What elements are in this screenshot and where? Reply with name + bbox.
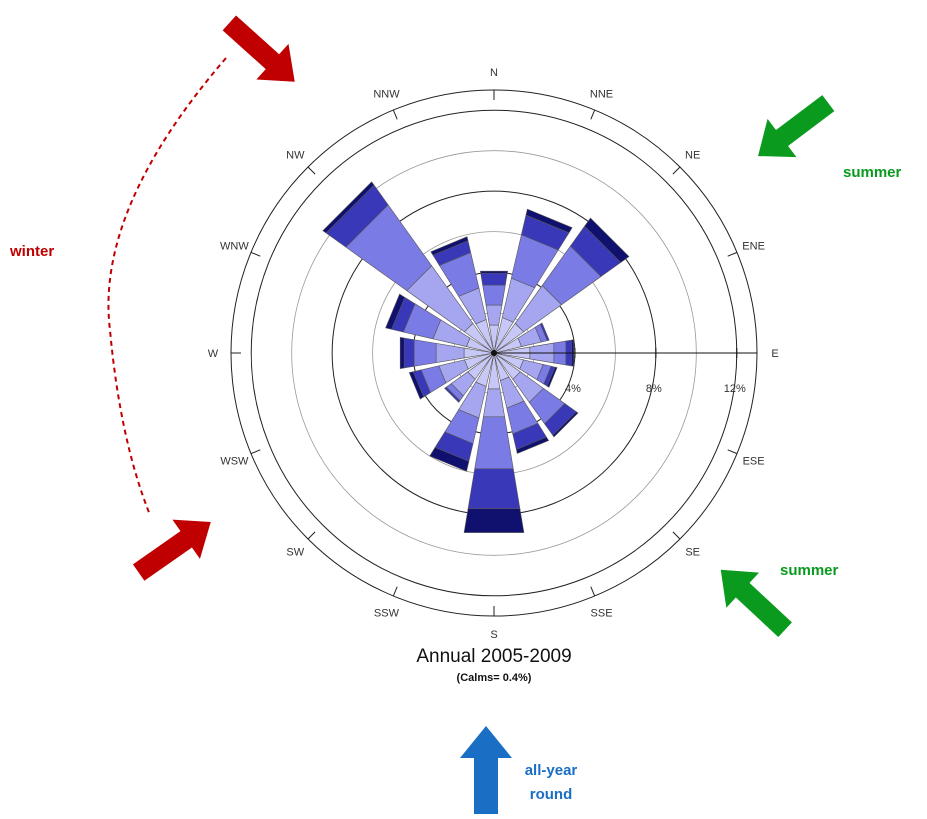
winter-sweep-curve: [107, 57, 227, 516]
tick-ssw: [392, 586, 398, 597]
direction-label-n: N: [490, 67, 498, 79]
direction-label-ssw: SSW: [374, 608, 400, 620]
petal-n-band-4: [480, 272, 508, 286]
allyear-label-line1: all-year: [525, 762, 578, 779]
petal-nnw-band-5: [430, 236, 469, 256]
tick-sse: [590, 586, 596, 597]
petal-ene-band-4: [539, 322, 550, 342]
east-axis: [491, 348, 757, 358]
petal-n-band-2: [485, 304, 503, 326]
direction-label-sw: SW: [286, 547, 304, 559]
direction-label-e: E: [771, 348, 778, 360]
direction-label-nw: NW: [286, 149, 305, 161]
direction-label-nnw: NNW: [373, 88, 400, 100]
tick-sw: [307, 531, 316, 540]
direction-label-wsw: WSW: [220, 456, 249, 468]
tick-ene: [727, 251, 738, 257]
direction-labels: N NNE NE ENE E ESE SE SSE S SSW SW WSW W WNW NW NNW: [208, 67, 779, 641]
direction-label-se: SE: [685, 547, 700, 559]
tick-ne: [672, 166, 681, 175]
direction-label-ne: NE: [685, 149, 700, 161]
petal-nw-band-5: [322, 181, 375, 234]
allyear-arrow: [460, 726, 512, 814]
petal-se-band-5: [552, 411, 579, 438]
tick-nw: [307, 166, 316, 175]
tick-nne: [590, 109, 596, 120]
calms-subtitle: (Calms= 0.4%): [457, 672, 532, 684]
petal-ese-band-5: [546, 366, 558, 388]
petal-ne-band-5: [584, 217, 630, 263]
summer-arrow-ne: [758, 95, 835, 158]
summer-arrow-se: [720, 569, 792, 638]
petal-w-band-2: [435, 343, 465, 363]
petal-sse-band-5: [516, 436, 550, 454]
summer-label-se: summer: [780, 562, 839, 579]
tick-se: [672, 531, 681, 540]
petal-w-band-3: [413, 339, 437, 367]
petal-sw-band-4: [444, 386, 461, 403]
chart-title: Annual 2005-2009: [416, 646, 571, 667]
petal-s-band-3: [474, 416, 514, 470]
direction-label-s: S: [490, 629, 497, 641]
direction-label-sse: SSE: [591, 608, 613, 620]
ring-label-0: 4%: [565, 383, 581, 395]
rose-center: [491, 350, 497, 356]
tick-wsw: [250, 449, 261, 455]
petal-ssw-band-5: [429, 447, 470, 472]
petal-wnw-band-5: [385, 293, 406, 330]
petal-n-band-3: [482, 284, 506, 306]
ring-labels: 4% 8% 12%: [565, 383, 746, 395]
tick-ese: [727, 449, 738, 455]
direction-label-wnw: WNW: [220, 240, 249, 252]
direction-label-ese: ESE: [743, 456, 765, 468]
summer-label-ne: summer: [843, 164, 902, 181]
direction-label-w: W: [208, 348, 219, 360]
petal-s-band-4: [467, 468, 521, 509]
tick-wnw: [250, 251, 261, 257]
petal-wsw-band-5: [408, 371, 424, 400]
petal-w-band-4: [403, 337, 415, 369]
tick-nnw: [392, 109, 398, 120]
petal-s-band-5: [463, 508, 525, 533]
winter-arrow-top: [222, 15, 295, 82]
direction-label-nne: NNE: [590, 88, 613, 100]
direction-label-ene: ENE: [742, 240, 765, 252]
winter-arrow-bottom: [132, 519, 211, 581]
ring-label-1: 8%: [646, 383, 662, 395]
allyear-label-line2: round: [530, 786, 573, 803]
winter-label: winter: [9, 243, 54, 260]
petals: [322, 181, 630, 533]
petal-n-band-5: [480, 270, 508, 274]
petal-nne-band-5: [525, 208, 573, 234]
petal-w-band-5: [399, 337, 405, 369]
ring-label-2: 12%: [724, 383, 746, 395]
